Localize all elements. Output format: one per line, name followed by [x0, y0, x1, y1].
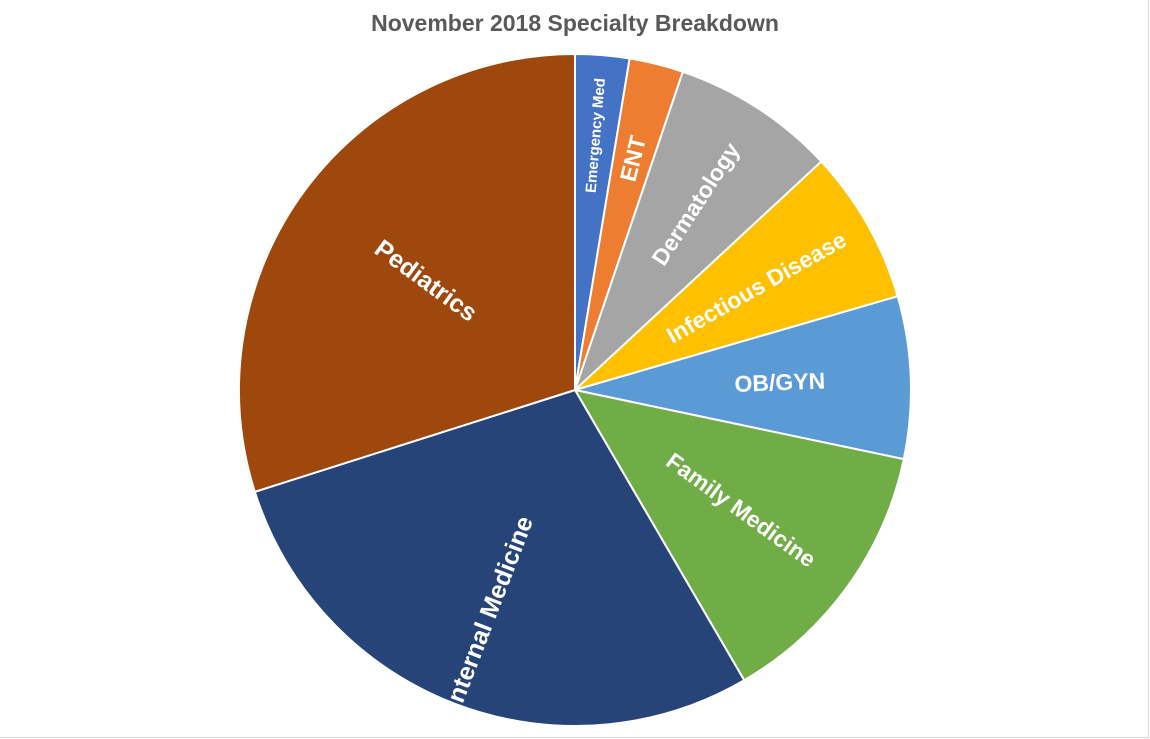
- pie-slice-family-medicine: [573, 388, 905, 682]
- pie-slice-dermatology: [574, 70, 823, 391]
- pie-slices: [238, 52, 912, 727]
- pie-slice-infectious-disease: [574, 160, 899, 391]
- slice-label-ob-gyn: OB/GYN: [734, 368, 826, 397]
- pie-slice-internal-medicine: [253, 388, 746, 727]
- chart-title: November 2018 Specialty Breakdown: [371, 10, 779, 36]
- pie-slice-ob-gyn: [574, 295, 912, 461]
- pie-slice-pediatrics: [238, 52, 576, 494]
